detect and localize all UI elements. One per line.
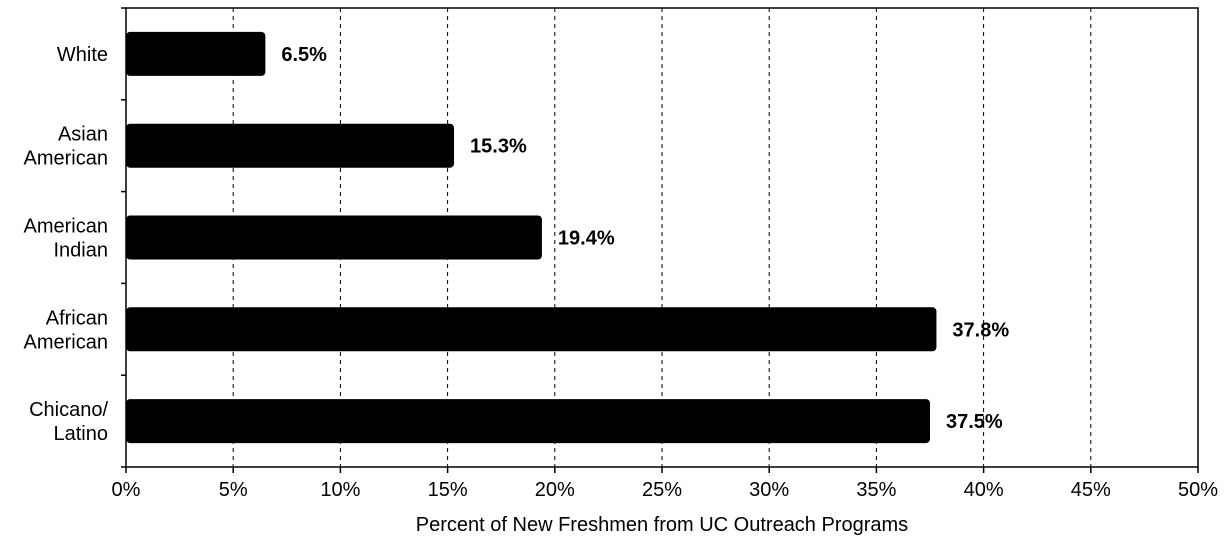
data-label-3: 37.8%: [952, 319, 1009, 341]
category-label-line: Chicano/: [29, 399, 108, 421]
x-tick-label-5: 5%: [219, 479, 248, 501]
bars: 6.5% 15.3% 19.4% 37.8% 37.5%: [126, 31, 1009, 444]
x-tick-label-35: 35%: [856, 479, 896, 501]
x-tick-label-0: 0%: [112, 479, 141, 501]
data-label-0: 6.5%: [281, 44, 327, 66]
x-tick-label-10: 10%: [320, 479, 360, 501]
x-tick-label-30: 30%: [749, 479, 789, 501]
category-label-4: Chicano/Latino: [29, 399, 108, 445]
category-label-line: American: [24, 331, 108, 353]
x-tick-label-40: 40%: [964, 479, 1004, 501]
category-label-line: White: [57, 44, 108, 66]
category-label-line: Indian: [54, 240, 109, 262]
data-label-1: 15.3%: [470, 136, 527, 158]
category-label-1: Asian American: [24, 124, 108, 170]
category-label-2: American Indian: [24, 216, 108, 262]
category-label-line: Asian: [58, 124, 108, 146]
bar-2: [126, 215, 542, 260]
x-tick-label-50: 50%: [1178, 479, 1218, 501]
x-axis-title: Percent of New Freshmen from UC Outreach…: [416, 514, 908, 536]
x-tick-label-25: 25%: [642, 479, 682, 501]
data-label-4: 37.5%: [946, 411, 1003, 433]
x-tick-label-15: 15%: [428, 479, 468, 501]
x-tick-label-45: 45%: [1071, 479, 1111, 501]
category-label-line: American: [24, 148, 108, 170]
bar-0: [126, 31, 266, 76]
bar-3: [126, 307, 937, 352]
category-label-line: American: [24, 216, 108, 238]
category-label-3: African American: [24, 307, 108, 353]
x-tick-label-20: 20%: [535, 479, 575, 501]
x-axis-ticks: 0% 5% 10% 15% 20% 25% 30% 35% 40% 45% 50%: [112, 467, 1218, 501]
bar-1: [126, 123, 455, 168]
category-label-line: Latino: [54, 423, 109, 445]
category-label-line: African: [46, 307, 108, 329]
data-label-2: 19.4%: [558, 228, 615, 250]
category-label-0: White: [57, 44, 108, 66]
bar-4: [126, 399, 930, 444]
